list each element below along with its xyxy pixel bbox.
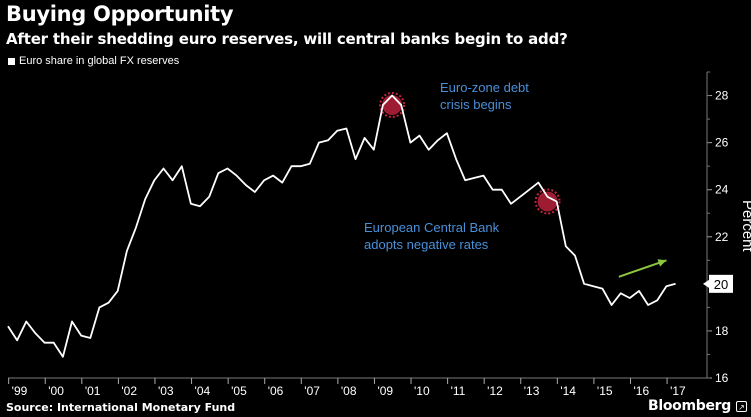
x-tick-label: '08 bbox=[341, 384, 357, 398]
share-icon[interactable]: ↗ bbox=[736, 401, 747, 412]
x-tick-label: '11 bbox=[451, 384, 466, 398]
annotation-marker bbox=[382, 94, 403, 115]
annotation-marker-ring bbox=[379, 91, 406, 118]
x-tick-label: '14 bbox=[560, 384, 576, 398]
x-tick-label: '07 bbox=[304, 384, 320, 398]
y-tick-label: 24 bbox=[715, 183, 729, 197]
x-tick-label: '02 bbox=[121, 384, 137, 398]
x-tick-label: '00 bbox=[48, 384, 64, 398]
x-tick-label: '04 bbox=[195, 384, 211, 398]
x-tick-label: '13 bbox=[524, 384, 540, 398]
x-tick-label: '12 bbox=[487, 384, 503, 398]
x-tick-label: '09 bbox=[377, 384, 393, 398]
legend: Euro share in global FX reserves bbox=[8, 55, 179, 67]
x-tick-label: '15 bbox=[597, 384, 613, 398]
annotation-marker bbox=[537, 191, 558, 212]
y-tick-label: 18 bbox=[715, 324, 729, 338]
y-tick-label: 22 bbox=[715, 230, 729, 244]
x-tick-label: '05 bbox=[231, 384, 247, 398]
y-tick-label: 28 bbox=[715, 89, 729, 103]
last-value-label: 20 bbox=[714, 277, 728, 292]
annotation-text: crisis begins bbox=[440, 97, 512, 112]
x-tick-label: '99 bbox=[12, 384, 28, 398]
x-tick-label: '10 bbox=[414, 384, 430, 398]
annotation-marker-ring bbox=[534, 188, 561, 215]
trend-arrow-shaft bbox=[618, 259, 667, 278]
annotation-text: Euro-zone debt bbox=[440, 80, 529, 95]
x-tick-label: '16 bbox=[634, 384, 650, 398]
chart-subtitle: After their shedding euro reserves, will… bbox=[6, 30, 568, 48]
chart-title: Buying Opportunity bbox=[6, 2, 234, 26]
annotation-text: European Central Bank bbox=[364, 220, 500, 235]
last-value-pointer bbox=[703, 279, 709, 288]
brand-logo: Bloomberg bbox=[647, 398, 731, 414]
y-axis-title: Percent bbox=[739, 200, 751, 253]
legend-swatch bbox=[8, 57, 15, 65]
x-tick-label: '06 bbox=[268, 384, 284, 398]
x-tick-label: '17 bbox=[670, 384, 686, 398]
y-tick-label: 26 bbox=[715, 136, 729, 150]
trend-arrow-head bbox=[657, 259, 667, 267]
last-value-box bbox=[709, 274, 733, 293]
series-line bbox=[7, 94, 676, 358]
y-tick-label: 16 bbox=[715, 371, 729, 385]
x-tick-label: '03 bbox=[158, 384, 174, 398]
source-note: Source: International Monetary Fund bbox=[6, 401, 236, 414]
x-tick-label: '01 bbox=[85, 384, 101, 398]
legend-label: Euro share in global FX reserves bbox=[19, 55, 180, 67]
annotation-text: adopts negative rates bbox=[364, 237, 489, 252]
